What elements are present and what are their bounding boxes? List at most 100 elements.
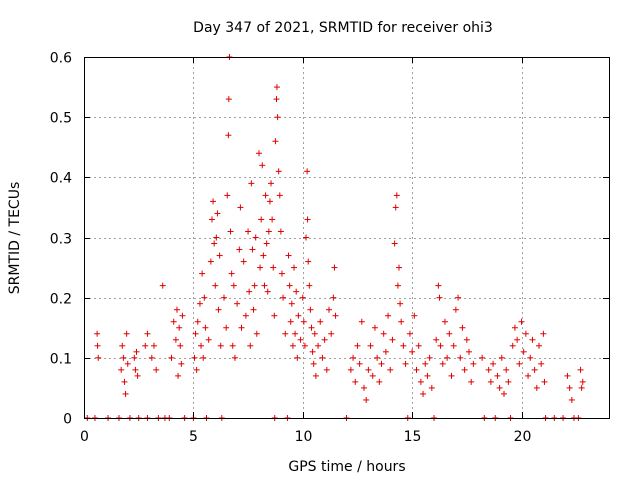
data-point [332, 312, 339, 319]
x-tick-label: 15 [404, 429, 422, 445]
data-point [202, 324, 209, 331]
data-point [400, 342, 407, 349]
data-point [259, 162, 266, 169]
data-point [280, 294, 287, 301]
data-point [323, 366, 330, 373]
data-point [264, 288, 271, 295]
data-point [285, 252, 292, 259]
data-point [380, 330, 387, 337]
data-point [365, 366, 372, 373]
data-point [122, 390, 129, 397]
data-point [207, 258, 214, 265]
data-point [376, 378, 383, 385]
data-point [304, 168, 311, 175]
data-point [330, 294, 337, 301]
data-point [294, 354, 301, 361]
data-point [435, 282, 442, 289]
data-point [178, 360, 185, 367]
data-point [406, 330, 413, 337]
data-point [299, 294, 306, 301]
data-point [200, 354, 207, 361]
data-point [389, 336, 396, 343]
data-point [245, 228, 252, 235]
data-point [132, 366, 139, 373]
data-point [308, 324, 315, 331]
chart-title: Day 347 of 2021, SRMTID for receiver ohi… [193, 20, 493, 36]
x-axis-label: GPS time / hours [288, 459, 405, 475]
data-point [310, 360, 317, 367]
y-axis-label: SRMTID / TECUs [7, 182, 23, 295]
data-point [461, 366, 468, 373]
gridlines [84, 57, 609, 418]
data-point [518, 318, 525, 325]
data-point [242, 312, 249, 319]
data-point [538, 360, 545, 367]
data-point [417, 378, 424, 385]
data-point [123, 330, 130, 337]
data-point [331, 264, 338, 271]
data-point [208, 216, 215, 223]
x-axis-ticks: 0 5 10 15 20 [80, 57, 531, 445]
data-point [424, 372, 431, 379]
data-point [385, 312, 392, 319]
data-point [309, 348, 316, 355]
data-point [393, 192, 400, 199]
data-point [227, 228, 234, 235]
data-point [225, 132, 232, 139]
data-point [392, 204, 399, 211]
data-point [293, 288, 300, 295]
data-point [170, 318, 177, 325]
data-point [256, 150, 262, 157]
data-point [265, 228, 272, 235]
data-point [516, 360, 523, 367]
data-points [84, 54, 586, 421]
data-point [479, 354, 486, 361]
data-point [199, 270, 206, 277]
data-point [452, 306, 459, 313]
data-point [295, 312, 302, 319]
data-point [248, 180, 255, 187]
data-point [176, 324, 183, 331]
data-point [503, 366, 510, 373]
data-point [303, 234, 310, 241]
data-point [217, 342, 224, 349]
data-point [437, 342, 444, 349]
y-axis-ticks: 0 0.1 0.2 0.3 0.4 0.5 0.6 [50, 51, 609, 428]
data-point [413, 366, 420, 373]
data-point [257, 264, 264, 271]
data-point [292, 330, 299, 337]
data-point [306, 282, 313, 289]
y-tick-label: 0 [63, 412, 72, 428]
data-point [263, 240, 270, 247]
data-point [153, 366, 160, 373]
data-point [436, 294, 443, 301]
data-point [433, 336, 440, 343]
data-point [439, 360, 446, 367]
data-point [278, 270, 285, 277]
data-point [397, 300, 404, 307]
data-point [151, 342, 157, 349]
data-point [175, 372, 182, 379]
data-point [119, 342, 126, 349]
data-point [391, 240, 398, 247]
data-point [273, 84, 280, 91]
data-point [193, 366, 200, 373]
data-point [579, 378, 586, 385]
data-point [457, 354, 464, 361]
data-point [94, 330, 101, 337]
data-point [501, 390, 507, 397]
data-point [564, 372, 571, 379]
data-point [494, 372, 501, 379]
data-point [374, 354, 381, 361]
data-point [230, 282, 237, 289]
data-point [276, 192, 283, 199]
data-point [221, 294, 227, 301]
data-point [455, 294, 462, 301]
data-point [367, 342, 374, 349]
data-point [578, 384, 585, 391]
y-tick-label: 0.5 [50, 111, 72, 127]
data-point [409, 348, 416, 355]
data-point [287, 318, 294, 325]
data-point [305, 258, 312, 265]
